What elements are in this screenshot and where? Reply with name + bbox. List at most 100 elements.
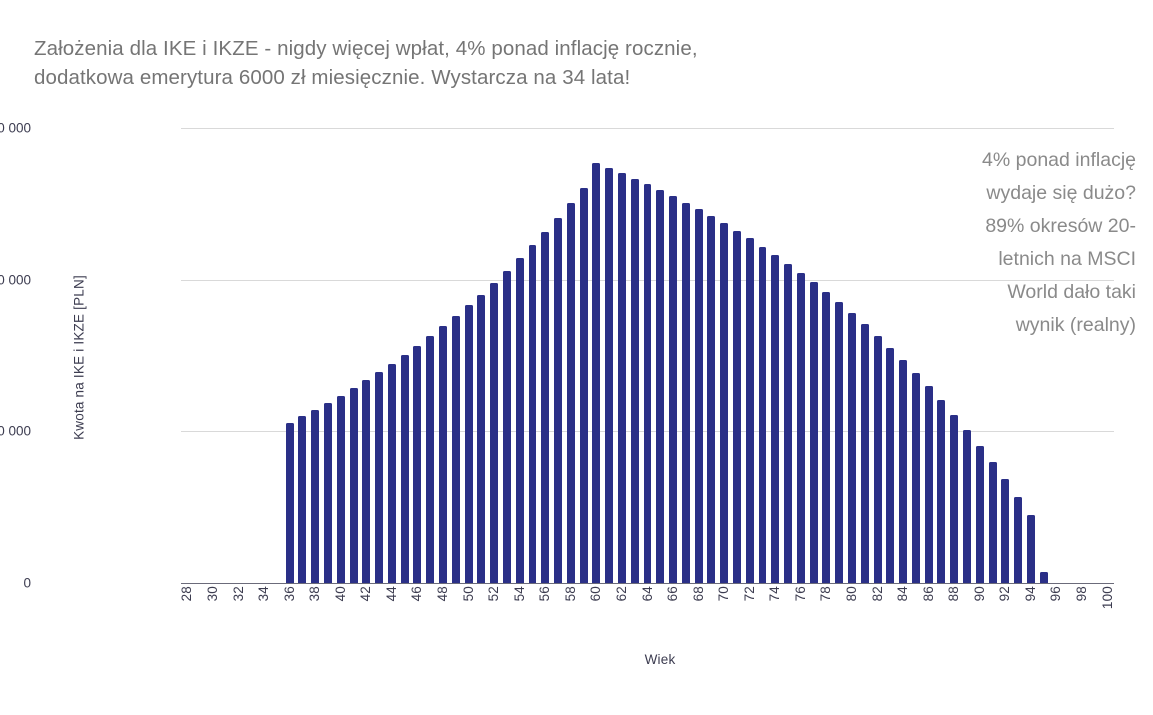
x-axis-tick-label: 98 xyxy=(1074,586,1090,602)
bar xyxy=(758,246,767,583)
bar xyxy=(528,245,537,583)
x-axis-tick-label: 60 xyxy=(588,586,604,602)
x-axis-tick-label: 72 xyxy=(741,586,757,602)
bar xyxy=(617,173,626,583)
bar xyxy=(375,372,384,583)
x-axis-tick-label: 96 xyxy=(1048,586,1064,602)
bar xyxy=(860,324,869,583)
x-axis-tick-label: 86 xyxy=(920,586,936,602)
plot-area xyxy=(181,128,1114,584)
bar xyxy=(605,168,614,583)
x-axis-tick-label: 68 xyxy=(690,586,706,602)
bar xyxy=(426,336,435,583)
bar xyxy=(541,232,550,583)
y-axis-tick-label: 1 500 000 xyxy=(0,120,31,136)
x-axis-tick-label: 92 xyxy=(997,586,1013,602)
x-axis-tick-labels: 28 30 32 34 36 38 40 42 44 46 48 50 52 54 56 58 60 62 64 66… xyxy=(179,586,1115,646)
bar xyxy=(924,386,933,583)
bar xyxy=(911,373,920,583)
y-axis-title: Kwota na IKE i IKZE [PLN] xyxy=(71,275,87,440)
x-axis-tick-label: 70 xyxy=(716,586,732,602)
x-axis-tick-label: 66 xyxy=(665,586,681,602)
y-axis-tick-label: 500 000 xyxy=(0,423,31,439)
x-axis-tick-label: 100 xyxy=(1099,586,1115,610)
bar xyxy=(771,255,780,583)
bar xyxy=(809,282,818,583)
bar xyxy=(439,326,447,583)
bar xyxy=(400,354,409,583)
bar xyxy=(835,302,844,583)
x-axis-tick-label: 34 xyxy=(256,586,272,602)
bar xyxy=(873,335,882,583)
bar xyxy=(349,387,358,583)
x-axis-tick-label: 42 xyxy=(358,586,374,602)
x-axis-tick-label: 84 xyxy=(895,586,911,602)
x-axis-tick-label: 36 xyxy=(281,586,297,602)
bar xyxy=(643,184,652,583)
bar xyxy=(477,294,486,583)
bar xyxy=(298,416,307,583)
bar xyxy=(566,203,575,583)
x-axis-tick-label: 32 xyxy=(230,586,246,602)
x-axis-tick-label: 54 xyxy=(511,586,527,602)
bar xyxy=(362,380,371,583)
x-axis-tick-label: 64 xyxy=(639,586,655,602)
bar xyxy=(784,263,793,583)
bar xyxy=(1001,479,1010,583)
bar xyxy=(950,414,959,583)
bar xyxy=(592,162,601,583)
x-axis-tick-label: 46 xyxy=(409,586,425,602)
chart-annotation-text: 4% ponad inflację wydaje się dużo? 89% o… xyxy=(982,149,1136,336)
x-axis-tick-label: 76 xyxy=(792,586,808,602)
bar xyxy=(464,305,473,583)
y-axis-tick-label: 1 000 000 xyxy=(0,272,31,288)
bar xyxy=(502,270,511,583)
bar xyxy=(451,316,460,583)
bar xyxy=(413,345,422,583)
x-axis-tick-label: 40 xyxy=(332,586,348,602)
gridline xyxy=(181,128,1114,129)
bar xyxy=(490,283,499,583)
bar xyxy=(848,313,856,583)
x-axis-tick-label: 78 xyxy=(818,586,834,602)
bar xyxy=(630,178,639,583)
bar xyxy=(720,223,729,583)
bar xyxy=(554,217,562,583)
bar xyxy=(311,409,320,583)
bar xyxy=(988,462,997,583)
chart-title: Założenia dla IKE i IKZE - nigdy więcej … xyxy=(34,37,698,89)
x-axis-tick-label: 48 xyxy=(435,586,450,602)
bar xyxy=(681,202,690,583)
x-axis-tick-label: 58 xyxy=(562,586,578,602)
bar xyxy=(796,273,805,583)
x-axis-tick-label: 56 xyxy=(537,586,553,602)
x-axis-tick-label: 74 xyxy=(767,586,783,602)
bar xyxy=(975,445,984,583)
bar xyxy=(1039,572,1048,583)
bar xyxy=(886,347,895,583)
bar xyxy=(656,190,665,583)
bar xyxy=(579,188,588,583)
bar xyxy=(669,196,678,583)
x-axis-title: Wiek xyxy=(644,652,676,667)
x-axis-tick-label: 94 xyxy=(1022,586,1038,602)
x-axis-tick-label: 80 xyxy=(843,586,859,602)
x-axis-tick-label: 52 xyxy=(486,586,502,602)
x-axis-tick-label: 88 xyxy=(946,586,962,602)
x-axis-tick-label: 44 xyxy=(383,586,399,602)
x-axis-tick-label: 38 xyxy=(307,586,323,602)
x-axis-tick-label: 30 xyxy=(204,586,220,602)
bar xyxy=(963,430,971,583)
bar xyxy=(733,230,741,583)
x-axis-tick-label: 28 xyxy=(179,586,195,602)
bar xyxy=(707,216,716,583)
x-axis-tick-label: 62 xyxy=(613,586,629,602)
x-axis-baseline xyxy=(181,583,1114,584)
bar xyxy=(822,292,831,583)
bar xyxy=(1026,515,1035,583)
bar xyxy=(694,209,703,583)
y-axis-tick-label: 0 xyxy=(23,575,31,591)
bar xyxy=(324,402,332,583)
bar xyxy=(285,422,294,583)
